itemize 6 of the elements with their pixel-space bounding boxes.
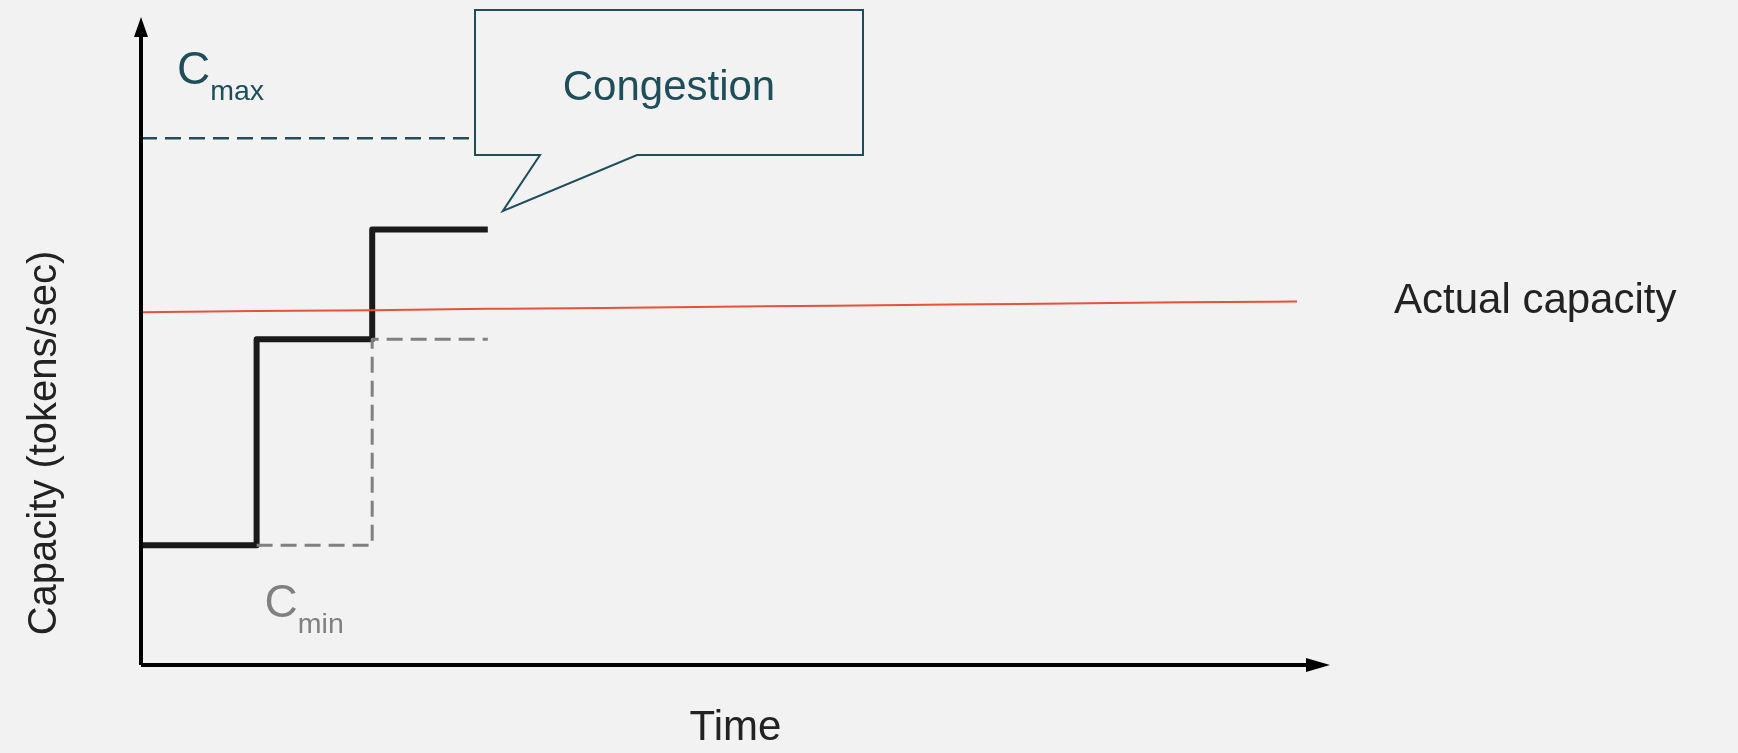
y-axis-title: Capacity (tokens/sec) (20, 250, 64, 636)
ref-line-label: C$_{max}$ (177, 42, 265, 107)
annotation: C$_{min}$ (264, 575, 344, 640)
x-axis-title: Time (689, 702, 782, 749)
text: Actual capacity (1394, 275, 1677, 323)
text: Congestion (562, 62, 776, 109)
